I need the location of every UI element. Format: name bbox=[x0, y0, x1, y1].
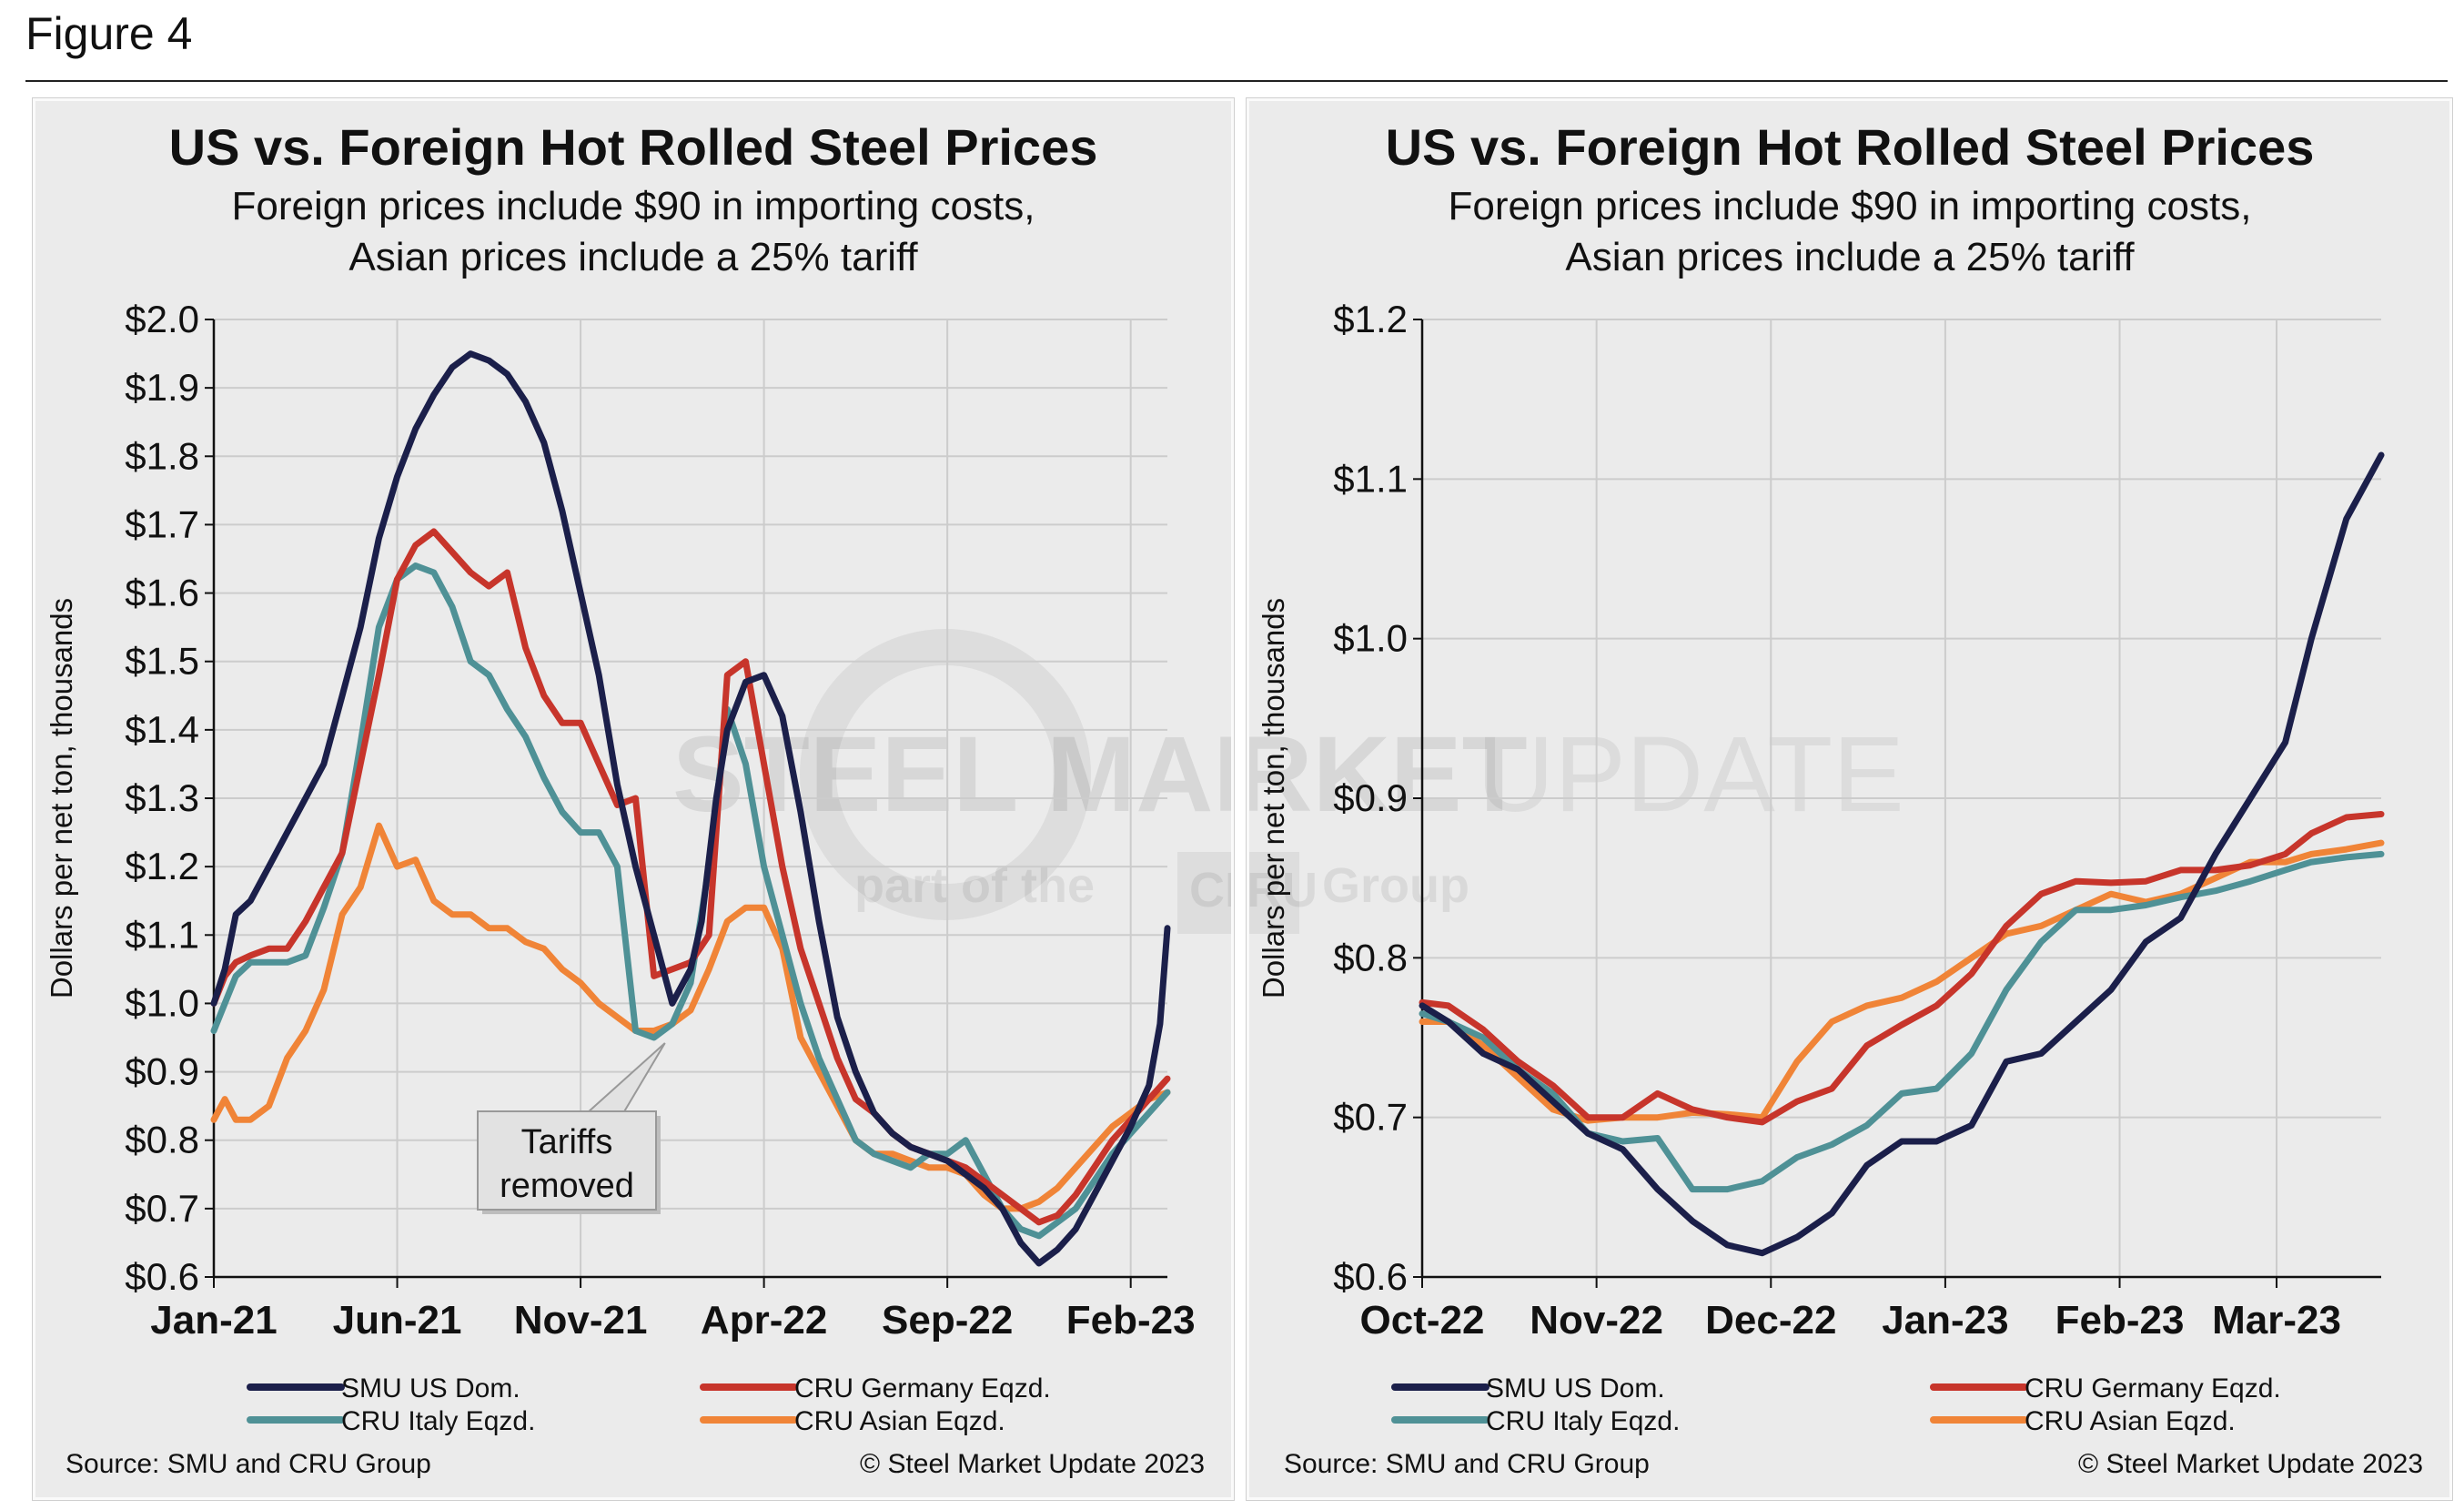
left-ytick-label: $1.8 bbox=[125, 434, 199, 477]
right-legend-label-germany: CRU Germany Eqzd. bbox=[2025, 1373, 2281, 1404]
left-watermark-ring bbox=[800, 629, 1091, 920]
left-subtitle-line2: Asian prices include a 25% tariff bbox=[348, 235, 918, 279]
right-ytick-label: $0.6 bbox=[1333, 1255, 1408, 1298]
left-y-axis-label: Dollars per net ton, thousands bbox=[45, 598, 78, 998]
right-ytick-label: $0.8 bbox=[1333, 936, 1408, 978]
right-ytick-label: $1.1 bbox=[1333, 457, 1408, 500]
left-legend-label-asian: CRU Asian Eqzd. bbox=[794, 1406, 1005, 1436]
right-title: US vs. Foreign Hot Rolled Steel Prices bbox=[1386, 118, 2315, 176]
left-ytick-label: $0.9 bbox=[125, 1050, 199, 1093]
left-xtick-label: Apr-22 bbox=[701, 1298, 827, 1343]
right-series-smu bbox=[1419, 451, 2385, 1257]
left-ytick-label: $1.4 bbox=[125, 708, 199, 751]
figure-divider bbox=[25, 80, 2448, 82]
right-legend-label-asian: CRU Asian Eqzd. bbox=[2025, 1406, 2236, 1436]
left-source: Source: SMU and CRU Group bbox=[66, 1449, 431, 1479]
right-ytick-label: $0.7 bbox=[1333, 1096, 1408, 1139]
right-watermark-update: UPDATE bbox=[1477, 714, 1904, 835]
chart-left: STEEL MARKETUPDATEpart of theCRUGroup US … bbox=[45, 118, 1231, 1479]
right-xtick-label: Jan-23 bbox=[1882, 1298, 2008, 1343]
left-ytick-label: $0.8 bbox=[125, 1119, 199, 1161]
right-source: Source: SMU and CRU Group bbox=[1284, 1449, 1650, 1479]
right-copyright: © Steel Market Update 2023 bbox=[2078, 1449, 2423, 1479]
left-watermark: STEEL MARKETUPDATEpart of theCRUGroup bbox=[672, 629, 1231, 934]
left-xtick-label: Jun-21 bbox=[333, 1298, 462, 1343]
left-legend-label-italy: CRU Italy Eqzd. bbox=[341, 1406, 535, 1436]
right-watermark: STEEL MARKETUPDATEpart of theCRUGroup bbox=[1249, 714, 1904, 934]
right-ytick-label: $0.9 bbox=[1333, 776, 1408, 819]
left-legend-label-germany: CRU Germany Eqzd. bbox=[794, 1373, 1051, 1404]
left-ytick-label: $1.9 bbox=[125, 366, 199, 409]
right-legend-label-italy: CRU Italy Eqzd. bbox=[1486, 1406, 1680, 1436]
chart-right: STEEL MARKETUPDATEpart of theCRUGroup US … bbox=[1249, 118, 2423, 1479]
left-watermark-cru-box bbox=[1177, 852, 1231, 934]
left-annotation-box bbox=[477, 1110, 657, 1211]
left-ytick-label: $1.1 bbox=[125, 913, 199, 956]
right-watermark-brand: STEEL MARKET bbox=[1249, 714, 1528, 835]
right-watermark-cru: CRU bbox=[1249, 863, 1318, 917]
left-series-smu bbox=[210, 350, 1171, 1267]
left-series-germany bbox=[210, 528, 1171, 1226]
left-ytick-label: $2.0 bbox=[125, 298, 199, 340]
chart-panel-left: STEEL MARKETUPDATEpart of theCRUGroup US … bbox=[33, 98, 1234, 1500]
right-subtitle-line2: Asian prices include a 25% tariff bbox=[1565, 235, 2135, 279]
right-xtick-label: Oct-22 bbox=[1360, 1298, 1485, 1343]
left-watermark-cru: CRU bbox=[1189, 863, 1231, 917]
left-title: US vs. Foreign Hot Rolled Steel Prices bbox=[169, 118, 1098, 176]
left-xtick-label: Feb-23 bbox=[1066, 1298, 1196, 1343]
right-legend-label-smu: SMU US Dom. bbox=[1486, 1373, 1665, 1404]
left-xtick-label: Nov-21 bbox=[514, 1298, 648, 1343]
right-ytick-label: $1.0 bbox=[1333, 617, 1408, 660]
left-ytick-label: $0.7 bbox=[125, 1187, 199, 1230]
left-annotation-line2: removed bbox=[500, 1167, 634, 1205]
left-ytick-label: $1.3 bbox=[125, 776, 199, 819]
left-subtitle-line1: Foreign prices include $90 in importing … bbox=[232, 184, 1035, 228]
left-annotation-pointer bbox=[584, 1042, 666, 1114]
left-annotation-line1: Tariffs bbox=[521, 1123, 613, 1161]
left-copyright: © Steel Market Update 2023 bbox=[860, 1449, 1205, 1479]
right-watermark-group: Group bbox=[1322, 858, 1469, 913]
right-subtitle-line1: Foreign prices include $90 in importing … bbox=[1449, 184, 2252, 228]
right-xtick-label: Feb-23 bbox=[2055, 1298, 2185, 1343]
chart-panel-right: STEEL MARKETUPDATEpart of theCRUGroup US … bbox=[1247, 98, 2452, 1500]
left-xtick-label: Jan-21 bbox=[150, 1298, 277, 1343]
right-xtick-label: Mar-23 bbox=[2212, 1298, 2341, 1343]
left-ytick-label: $1.7 bbox=[125, 502, 199, 545]
left-ytick-label: $0.6 bbox=[125, 1255, 199, 1298]
right-xtick-label: Nov-22 bbox=[1530, 1298, 1663, 1343]
left-ytick-label: $1.2 bbox=[125, 845, 199, 887]
right-series-germany bbox=[1419, 811, 2385, 1126]
left-ytick-label: $1.5 bbox=[125, 640, 199, 683]
right-watermark-cru-box bbox=[1249, 852, 1299, 934]
left-legend-label-smu: SMU US Dom. bbox=[341, 1373, 520, 1404]
right-y-axis-label: Dollars per net ton, thousands bbox=[1257, 598, 1290, 998]
figure-label: Figure 4 bbox=[25, 8, 193, 59]
left-ytick-label: $1.0 bbox=[125, 981, 199, 1024]
right-ytick-label: $1.2 bbox=[1333, 298, 1408, 340]
right-xtick-label: Dec-22 bbox=[1705, 1298, 1836, 1343]
left-xtick-label: Sep-22 bbox=[882, 1298, 1013, 1343]
left-ytick-label: $1.6 bbox=[125, 572, 199, 614]
